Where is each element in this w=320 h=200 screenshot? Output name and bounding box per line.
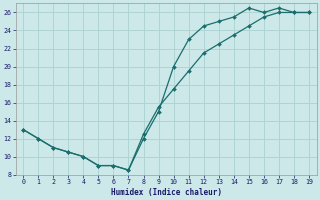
X-axis label: Humidex (Indice chaleur): Humidex (Indice chaleur) [111,188,221,197]
